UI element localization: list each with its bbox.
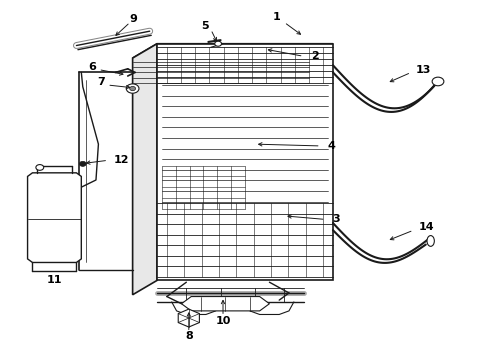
Text: 3: 3 [332,215,340,224]
Polygon shape [178,309,199,327]
Text: 12: 12 [114,155,129,165]
Text: 2: 2 [311,51,318,61]
Text: 14: 14 [418,222,434,232]
Polygon shape [133,44,157,295]
Polygon shape [181,297,270,311]
Text: 4: 4 [327,141,335,151]
Text: 8: 8 [185,331,193,341]
Polygon shape [157,44,333,280]
Text: 1: 1 [273,12,281,22]
Polygon shape [133,44,333,58]
Text: 6: 6 [89,62,97,72]
Circle shape [79,161,86,166]
Text: 10: 10 [215,316,231,325]
Text: 13: 13 [416,64,431,75]
Circle shape [126,84,139,93]
Circle shape [36,165,44,170]
Circle shape [130,86,136,91]
Text: 5: 5 [201,21,209,31]
Text: 9: 9 [130,14,138,24]
Ellipse shape [427,235,434,246]
Circle shape [432,77,444,86]
Text: 11: 11 [47,275,62,285]
Text: 7: 7 [98,77,105,87]
Circle shape [215,41,221,46]
Polygon shape [27,173,81,262]
